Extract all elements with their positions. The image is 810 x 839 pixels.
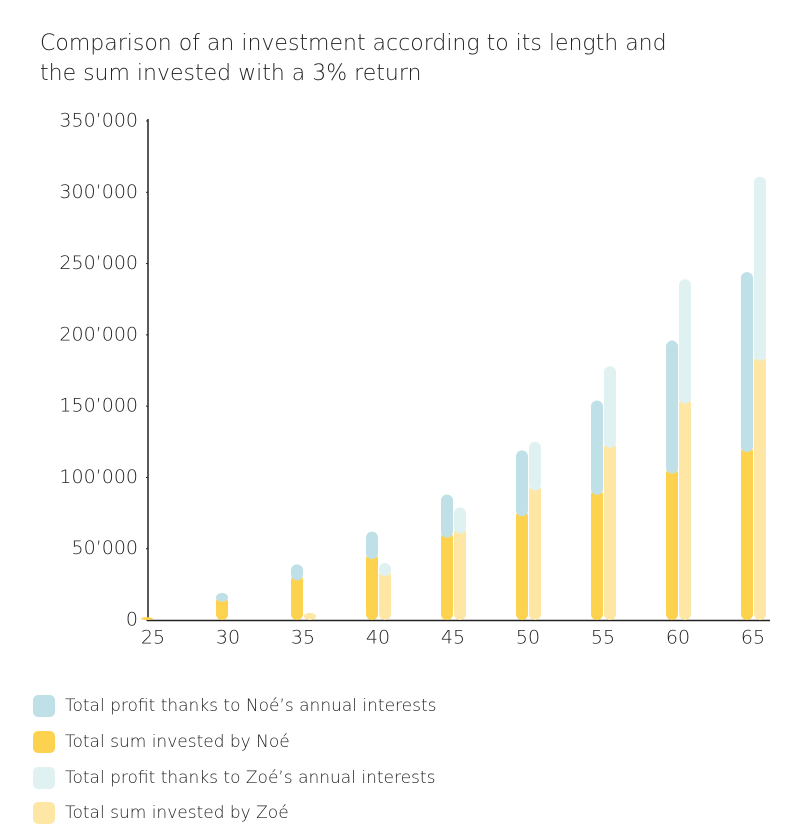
- bar-segment: [291, 574, 303, 620]
- y-tick-label: 50’000: [72, 537, 138, 559]
- x-tick-label: 25: [141, 627, 165, 649]
- bar-segment: [741, 272, 753, 453]
- chart-title: Comparison of an investment according to…: [40, 31, 667, 56]
- bar-segment: [529, 441, 541, 491]
- y-tick-label: 200’000: [59, 323, 138, 345]
- bar-segment: [216, 595, 228, 620]
- x-tick-label: 40: [366, 627, 390, 649]
- bar-segment: [366, 531, 378, 559]
- bar-segment: [454, 527, 466, 620]
- bar-segment: [516, 510, 528, 620]
- y-tick-label: 350’000: [59, 110, 138, 132]
- bar-segment: [454, 507, 466, 534]
- legend-label: Total sum invested by Zoé: [65, 803, 289, 823]
- bar-segment: [666, 467, 678, 620]
- bar-segment: [529, 484, 541, 620]
- bar-segment: [604, 366, 616, 448]
- x-tick-label: 60: [666, 627, 690, 649]
- bar-segment: [141, 617, 153, 620]
- bar-segment: [366, 552, 378, 620]
- y-tick-label: 100’000: [59, 466, 138, 488]
- x-tick-label: 65: [741, 627, 765, 649]
- bar-segment: [379, 562, 391, 577]
- bar-segment: [291, 564, 303, 581]
- chart-title: the sum invested with a 3% return: [40, 61, 421, 86]
- y-tick-label: 300’000: [59, 181, 138, 203]
- bar-segment: [516, 450, 528, 517]
- bar-segment: [679, 397, 691, 620]
- legend-label: Total sum invested by Noé: [65, 732, 290, 752]
- bar-segment: [216, 592, 228, 602]
- y-tick-label: 0: [126, 609, 138, 631]
- legend-swatch: [33, 767, 55, 789]
- bar-segment: [754, 354, 766, 620]
- bar-segment: [754, 176, 766, 361]
- legend-label: Total profit thanks to Noé’s annual inte…: [65, 696, 437, 716]
- x-tick-label: 50: [516, 627, 540, 649]
- bar-segment: [441, 531, 453, 620]
- bar-segment: [304, 612, 316, 620]
- legend-label: Total profit thanks to Zoé’s annual inte…: [65, 768, 435, 788]
- bar-segment: [591, 400, 603, 495]
- bar-segment: [379, 570, 391, 620]
- legend-swatch: [33, 695, 55, 717]
- bar-segment: [604, 441, 616, 620]
- bar-segment: [591, 488, 603, 620]
- y-tick-label: 150’000: [59, 395, 138, 417]
- x-tick-label: 35: [291, 627, 315, 649]
- x-tick-label: 30: [216, 627, 240, 649]
- bar-segment: [441, 494, 453, 538]
- legend-swatch: [33, 802, 55, 824]
- x-tick-label: 55: [591, 627, 615, 649]
- bar-segment: [666, 340, 678, 474]
- y-tick-label: 250’000: [59, 252, 138, 274]
- bar-segment: [741, 446, 753, 620]
- legend-swatch: [33, 731, 55, 753]
- x-tick-label: 45: [441, 627, 465, 649]
- bar-segment: [679, 279, 691, 404]
